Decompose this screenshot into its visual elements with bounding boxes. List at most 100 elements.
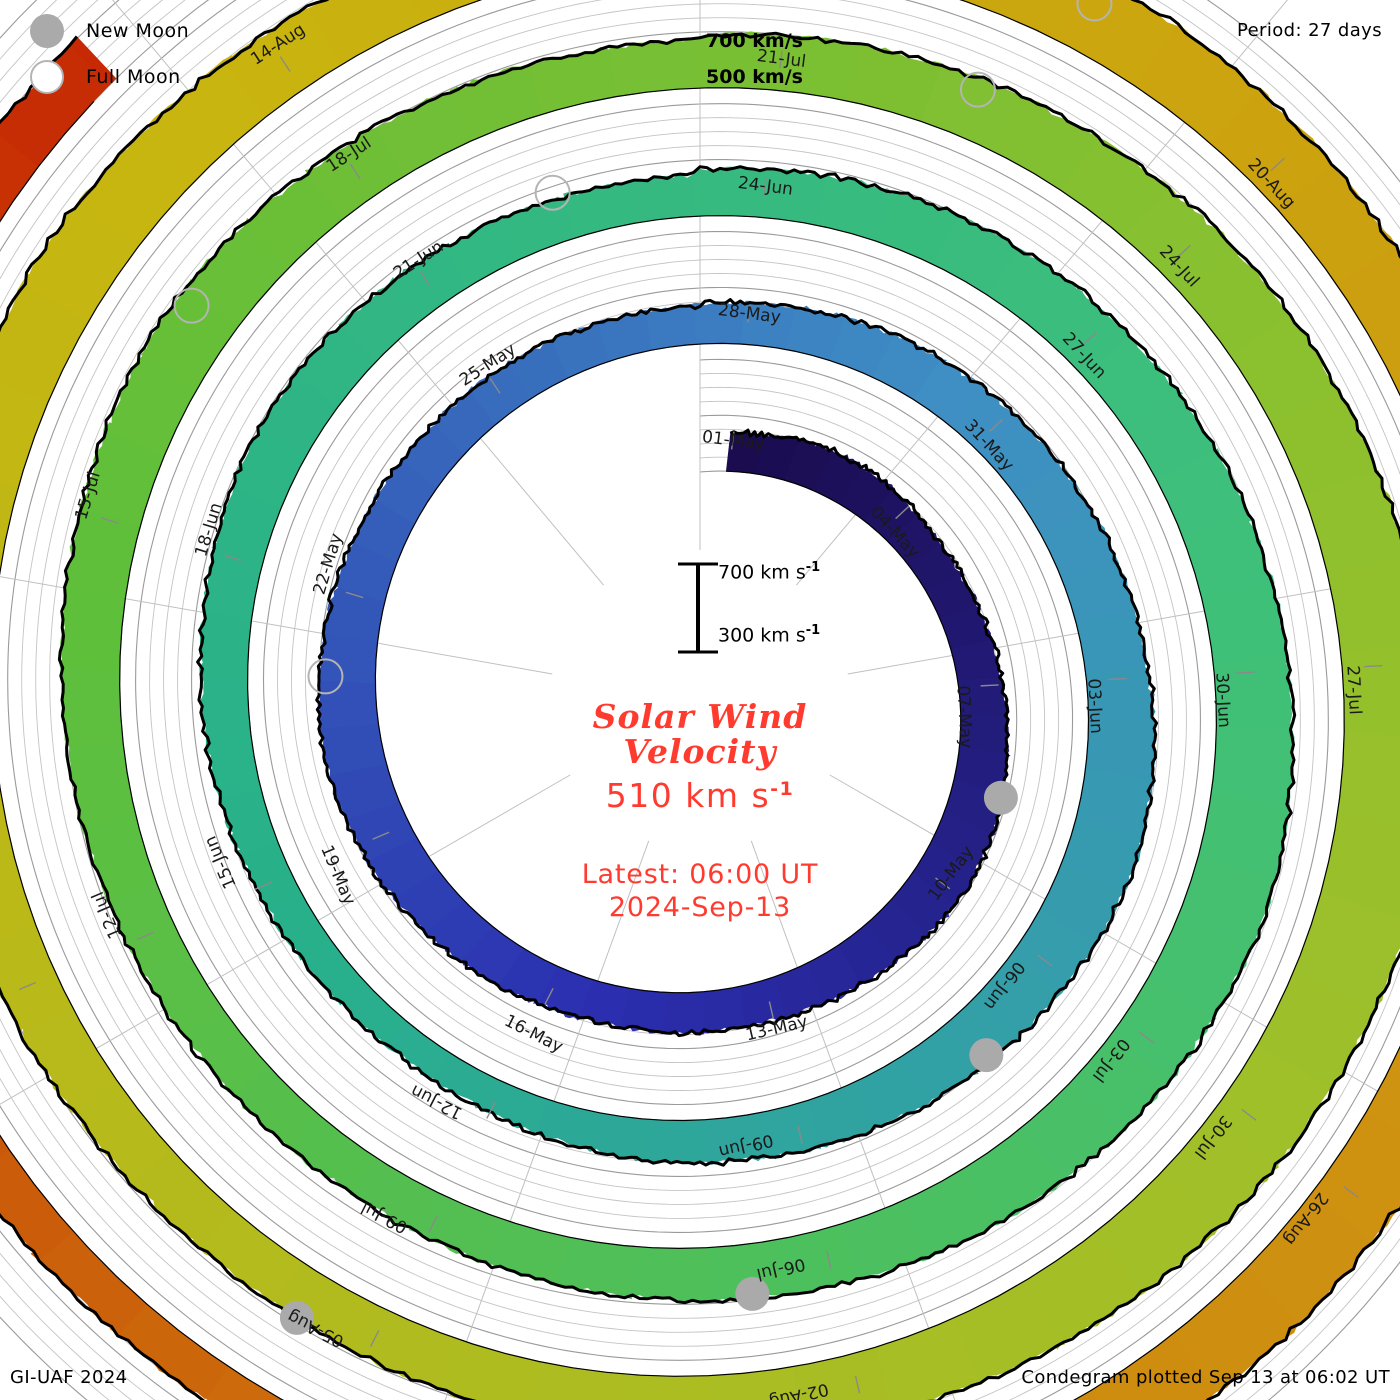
new-moon-marker [279, 1300, 314, 1335]
velocity-ribbon-segment [740, 300, 801, 351]
velocity-ribbon-segment [700, 1366, 798, 1400]
velocity-ribbon-segment [1084, 719, 1157, 787]
moon-phase-legend: New Moon Full Moon [22, 8, 282, 100]
velocity-ribbon-segment [328, 760, 400, 820]
velocity-ribbon-segment [700, 986, 746, 1034]
velocity-ribbon-segment [1340, 647, 1400, 745]
date-tick-mark [18, 981, 37, 991]
velocity-ribbon-segment [67, 1073, 172, 1182]
velocity-ribbon-segment [624, 1246, 708, 1304]
velocity-ribbon-segment [812, 452, 869, 506]
velocity-ribbon-segment [700, 1113, 764, 1166]
velocity-ribbon-segment [646, 302, 700, 351]
velocity-ribbon-segment [528, 45, 624, 115]
legend-label-new-moon: New Moon [86, 20, 190, 42]
velocity-ribbon-segment [866, 1318, 980, 1400]
velocity-ribbon-segment [380, 1017, 451, 1080]
velocity-ribbon-segment [520, 1359, 624, 1400]
date-tick-mark [779, 50, 783, 69]
velocity-ribbon-segment [1277, 163, 1400, 293]
velocity-ribbon-segment [60, 579, 127, 671]
date-tick-mark [763, 177, 767, 196]
velocity-ribbon-segment [317, 628, 378, 684]
scale-bar-top-label: 700 km s-1 [718, 560, 820, 583]
velocity-ribbon-segment [0, 370, 52, 488]
radial-scale-inner-label: 500 km/s [706, 66, 803, 88]
velocity-ribbon-segment [597, 309, 656, 362]
velocity-ribbon-segment [0, 787, 11, 843]
velocity-ribbon-segment [1213, 655, 1293, 738]
moon-phase-markers [173, 0, 1113, 1335]
date-tick-mark [345, 591, 364, 599]
velocity-ribbon-segment [959, 713, 1010, 759]
velocity-ribbon-segment [0, 1141, 74, 1259]
velocity-ribbon-segment [609, 38, 700, 97]
legend-item-new-moon: New Moon [22, 8, 282, 54]
scale-bar-bottom-text: 300 km s [718, 624, 806, 647]
velocity-ribbon-segment [299, 936, 367, 1006]
velocity-ribbon-segment [752, 1100, 822, 1160]
scale-bar-bottom-label: 300 km s-1 [718, 623, 820, 646]
velocity-ribbon-segment [317, 676, 379, 729]
date-tick-mark [100, 517, 119, 524]
radial-scale-outer-label: 700 km/s [706, 30, 803, 52]
velocity-ribbon-segment [0, 1135, 10, 1157]
scale-bar-icon [678, 562, 718, 654]
velocity-ribbon-segment [66, 499, 143, 598]
velocity-ribbon-segment [109, 1297, 229, 1400]
velocity-ribbon-segment [81, 808, 157, 902]
velocity-ribbon-segment [1210, 726, 1295, 812]
velocity-ribbon-segment [346, 798, 417, 862]
current-velocity-number: 510 km s [605, 775, 771, 815]
date-tick-mark [1343, 1186, 1359, 1199]
current-velocity-value: 510 km s-1 [430, 776, 970, 815]
velocity-ribbon-segment [229, 1060, 320, 1148]
velocity-ribbon-segment [408, 1189, 502, 1263]
velocity-ribbon-segment [308, 0, 431, 66]
velocity-ribbon-segment [318, 720, 387, 776]
velocity-ribbon-segment [864, 489, 921, 544]
velocity-ribbon-segment [345, 1153, 438, 1231]
velocity-ribbon-segment [335, 979, 407, 1046]
velocity-ribbon-segment [1085, 666, 1156, 729]
full-moon-marker [307, 658, 344, 695]
velocity-ribbon-segment [911, 842, 978, 909]
full-moon-marker [959, 71, 996, 108]
velocity-ribbon-segment [0, 831, 36, 938]
velocity-ribbon-segment [658, 991, 705, 1035]
velocity-ribbon-segment [202, 542, 264, 621]
date-tick-mark [854, 1375, 861, 1394]
date-tick-mark [826, 1250, 832, 1269]
scale-bar-top-exponent: -1 [805, 560, 821, 575]
latest-observation-block: Latest: 06:00 UT 2024-Sep-13 [430, 859, 970, 925]
velocity-ribbon-segment [69, 37, 117, 86]
velocity-ribbon-segment [147, 55, 273, 179]
center-annotation-block: 700 km s-1 300 km s-1 Solar Wind Velocit… [430, 548, 970, 925]
date-tick-mark [768, 1001, 775, 1020]
new-moon-marker [969, 1038, 1004, 1073]
full-moon-icon [30, 60, 64, 94]
velocity-ribbon-segment [691, 31, 784, 91]
velocity-ribbon-segment [1182, 514, 1275, 604]
radial-spoke-8 [111, 0, 604, 586]
latest-time: Latest: 06:00 UT [581, 858, 819, 890]
velocity-ribbon-segment [344, 1301, 457, 1390]
velocity-ribbon-segment [429, 1335, 539, 1400]
date-tick-mark [254, 881, 272, 890]
velocity-ribbon-segment [15, 997, 117, 1110]
velocity-ribbon-segment [627, 171, 700, 224]
velocity-ribbon-segment [736, 976, 786, 1028]
velocity-ribbon-segment [957, 677, 1009, 720]
velocity-ribbon-segment [693, 166, 768, 218]
velocity-ribbon-segment [68, 736, 136, 827]
velocity-ribbon-segment [784, 1347, 890, 1400]
legend-label-full-moon: Full Moon [86, 66, 181, 88]
velocity-ribbon-segment [929, 811, 995, 876]
date-tick-mark [486, 1102, 496, 1119]
